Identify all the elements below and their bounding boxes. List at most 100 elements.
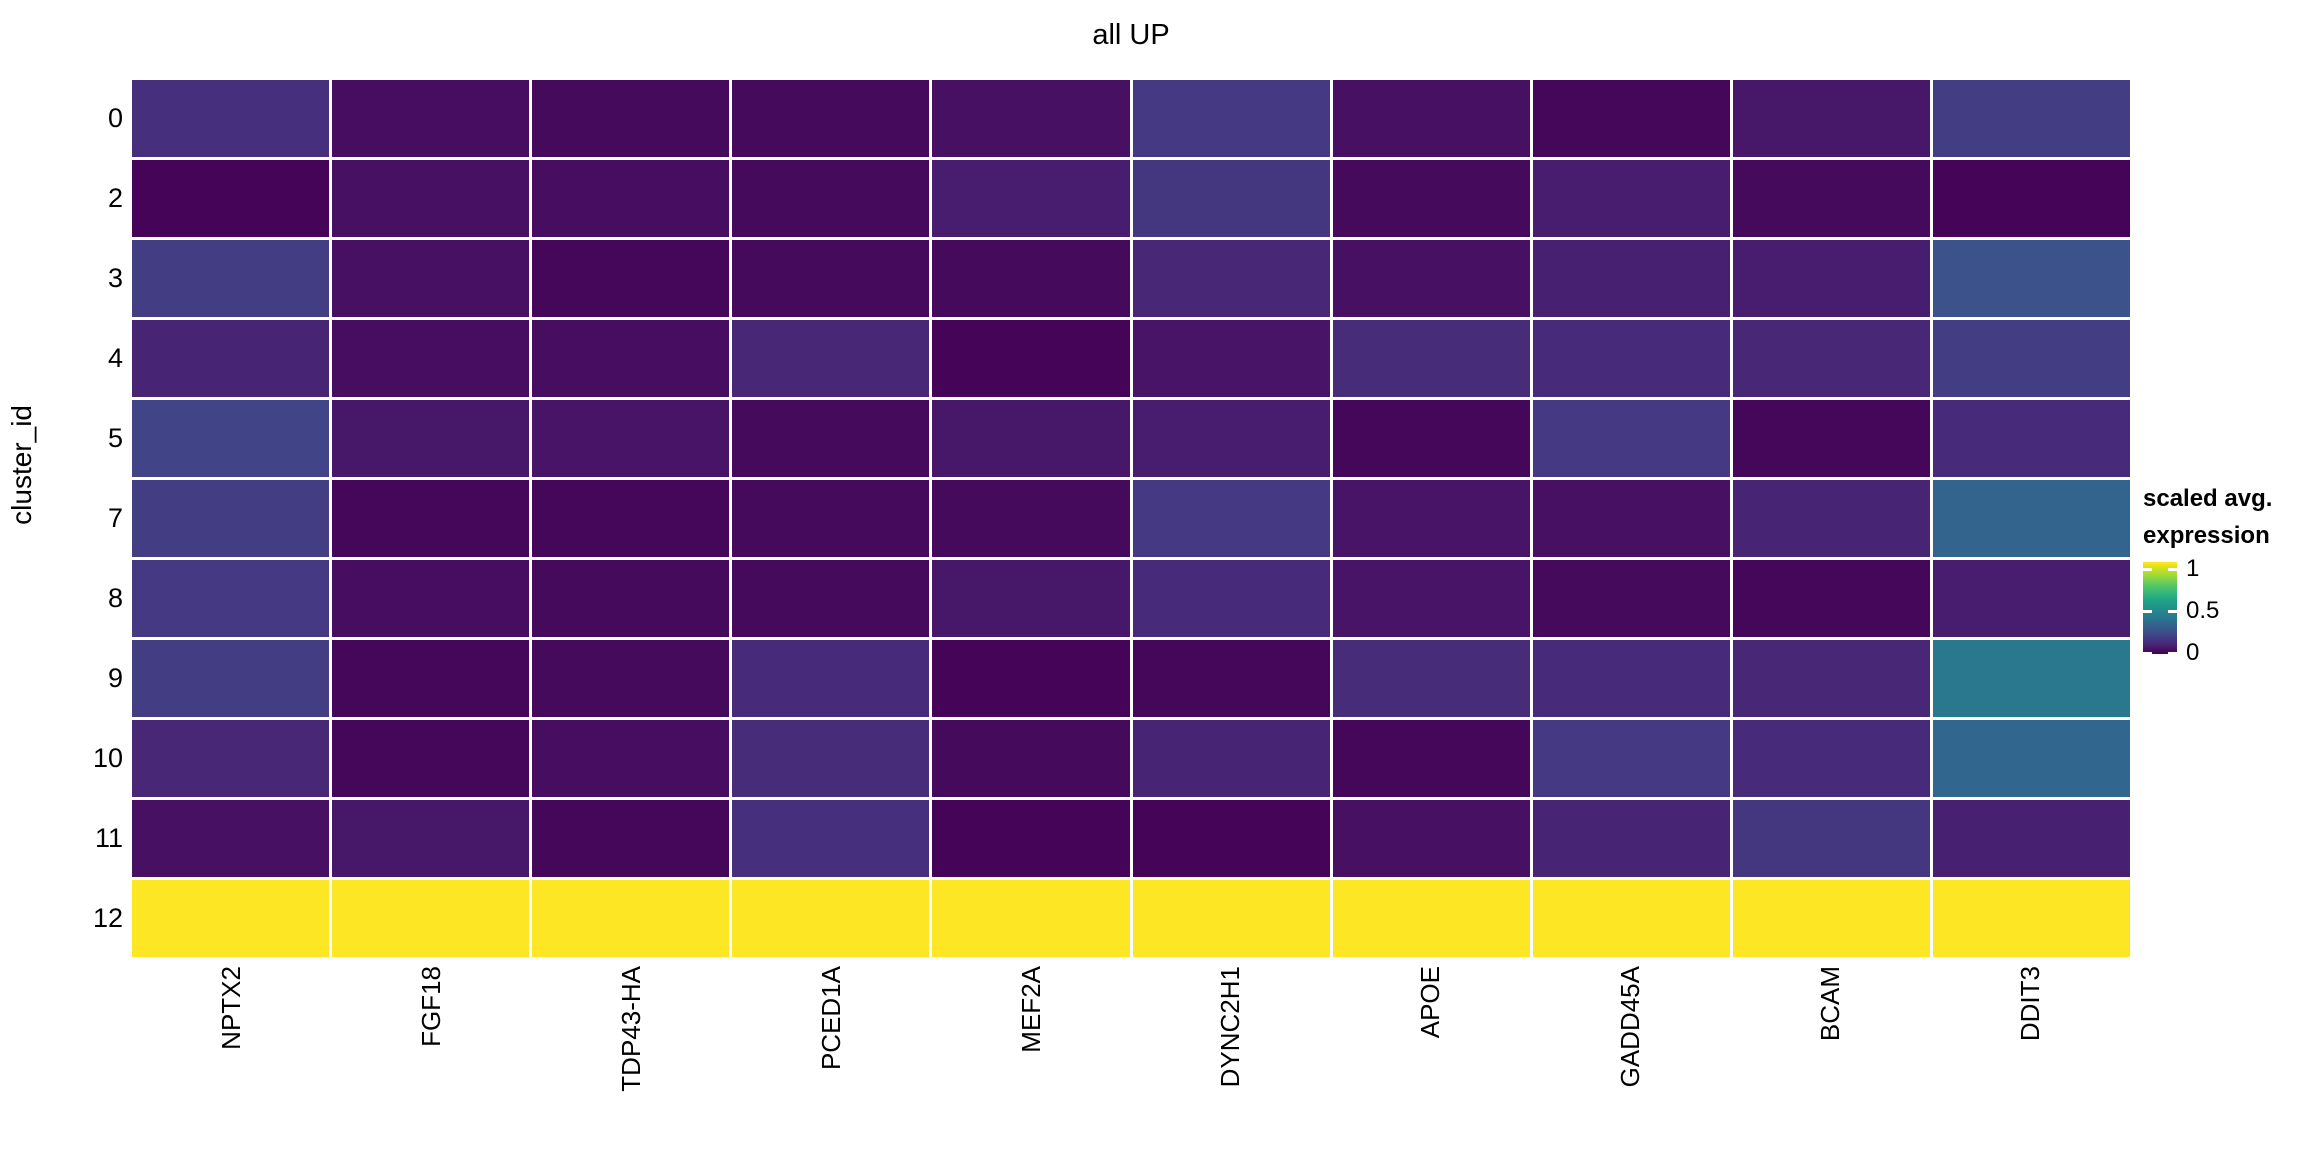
heatmap-cell	[1532, 560, 1730, 637]
heatmap-cell	[1932, 480, 2130, 557]
heatmap-cell	[1332, 400, 1530, 477]
heatmap-cell	[1132, 560, 1330, 637]
heatmap-cell	[132, 320, 330, 397]
heatmap-cell	[1332, 800, 1530, 877]
heatmap-cell	[1532, 80, 1730, 157]
y-tick-label: 0	[107, 103, 123, 133]
heatmap-cell	[532, 560, 730, 637]
heatmap-cell	[732, 480, 930, 557]
plot-title: all UP	[1092, 19, 1170, 51]
heatmap-cell	[132, 720, 330, 797]
heatmap-cell	[332, 240, 530, 317]
heatmap-cell	[1132, 720, 1330, 797]
heatmap-cell	[332, 320, 530, 397]
x-tick-label: DYNC2H1	[1215, 966, 1246, 1088]
heatmap-cell	[1332, 80, 1530, 157]
heatmap-cell	[532, 640, 730, 717]
legend-tick-mark	[2168, 568, 2177, 571]
legend: scaled avg. expression	[2143, 480, 2304, 655]
legend-tick-mark	[2143, 568, 2152, 571]
heatmap-cell	[532, 160, 730, 237]
heatmap-cell	[1732, 80, 1930, 157]
heatmap-cell	[532, 720, 730, 797]
heatmap-cell	[732, 880, 930, 957]
heatmap-cell	[132, 160, 330, 237]
legend-tick-mark	[2168, 652, 2177, 655]
heatmap-cell	[1732, 400, 1930, 477]
legend-tick-label: 0	[2186, 639, 2200, 666]
x-tick-label: NPTX2	[216, 966, 247, 1050]
heatmap-cell	[1732, 720, 1930, 797]
legend-title-line1: scaled avg.	[2143, 485, 2273, 512]
heatmap-cell	[1532, 480, 1730, 557]
heatmap-cell	[332, 720, 530, 797]
heatmap-cell	[332, 400, 530, 477]
x-tick-label: MEF2A	[1015, 966, 1046, 1053]
x-tick-label: DDIT3	[2014, 966, 2045, 1042]
heatmap-cell	[1132, 800, 1330, 877]
x-tick-label: GADD45A	[1614, 966, 1645, 1088]
heatmap-cell	[1932, 880, 2130, 957]
legend-tick-mark	[2168, 610, 2177, 613]
heatmap-cell	[1932, 320, 2130, 397]
heatmap-cell	[1732, 160, 1930, 237]
heatmap-cell	[932, 480, 1130, 557]
heatmap-cell	[332, 560, 530, 637]
legend-tick-mark	[2143, 652, 2152, 655]
heatmap-cell	[1132, 240, 1330, 317]
legend-tick-label: 0.5	[2186, 597, 2220, 624]
legend-title: scaled avg. expression	[2143, 480, 2304, 554]
heatmap-cell	[532, 320, 730, 397]
heatmap-cell	[932, 160, 1130, 237]
y-tick-label: 12	[92, 903, 123, 933]
heatmap-cell	[1532, 640, 1730, 717]
heatmap-cell	[1732, 800, 1930, 877]
heatmap-cell	[732, 240, 930, 317]
y-axis-tick-labels: 0 2 3 4 5 7 8 9 10 11 12	[0, 80, 123, 957]
heatmap-cell	[1932, 720, 2130, 797]
heatmap-cell	[1532, 720, 1730, 797]
heatmap-cell	[1532, 240, 1730, 317]
heatmap-cell	[1132, 480, 1330, 557]
heatmap-cell	[1732, 240, 1930, 317]
heatmap-cell	[532, 400, 730, 477]
heatmap-cell	[1932, 400, 2130, 477]
legend-title-line2: expression	[2143, 522, 2270, 549]
heatmap-cell	[1132, 640, 1330, 717]
heatmap-cell	[1332, 880, 1530, 957]
heatmap-cell	[532, 240, 730, 317]
heatmap-cell	[532, 480, 730, 557]
heatmap-cell	[932, 240, 1130, 317]
heatmap-cell	[132, 240, 330, 317]
heatmap-cell	[1932, 640, 2130, 717]
heatmap-cell	[1332, 160, 1530, 237]
heatmap-cell	[1732, 320, 1930, 397]
heatmap-cell	[1332, 560, 1530, 637]
heatmap-cell	[1332, 240, 1530, 317]
heatmap-cell	[732, 320, 930, 397]
heatmap-cell	[732, 560, 930, 637]
heatmap-cell	[732, 800, 930, 877]
heatmap-cell	[932, 400, 1130, 477]
heatmap-cell	[1932, 160, 2130, 237]
heatmap-cell	[1932, 240, 2130, 317]
heatmap-cell	[1732, 640, 1930, 717]
heatmap-cell	[332, 800, 530, 877]
heatmap-cell	[132, 80, 330, 157]
heatmap-cell	[132, 640, 330, 717]
heatmap-cell	[732, 80, 930, 157]
heatmap-cell	[532, 880, 730, 957]
heatmap-cell	[132, 480, 330, 557]
heatmap-cell	[932, 80, 1130, 157]
legend-colorbar	[2143, 562, 2177, 655]
heatmap-cell	[1532, 800, 1730, 877]
heatmap-cell	[1932, 80, 2130, 157]
heatmap-cell	[932, 720, 1130, 797]
heatmap-cell	[732, 720, 930, 797]
y-tick-label: 9	[107, 663, 123, 693]
heatmap-cell	[1332, 320, 1530, 397]
heatmap-cell	[1532, 400, 1730, 477]
x-tick-label: PCED1A	[815, 966, 846, 1071]
heatmap-cell	[532, 80, 730, 157]
heatmap-cell	[1332, 720, 1530, 797]
